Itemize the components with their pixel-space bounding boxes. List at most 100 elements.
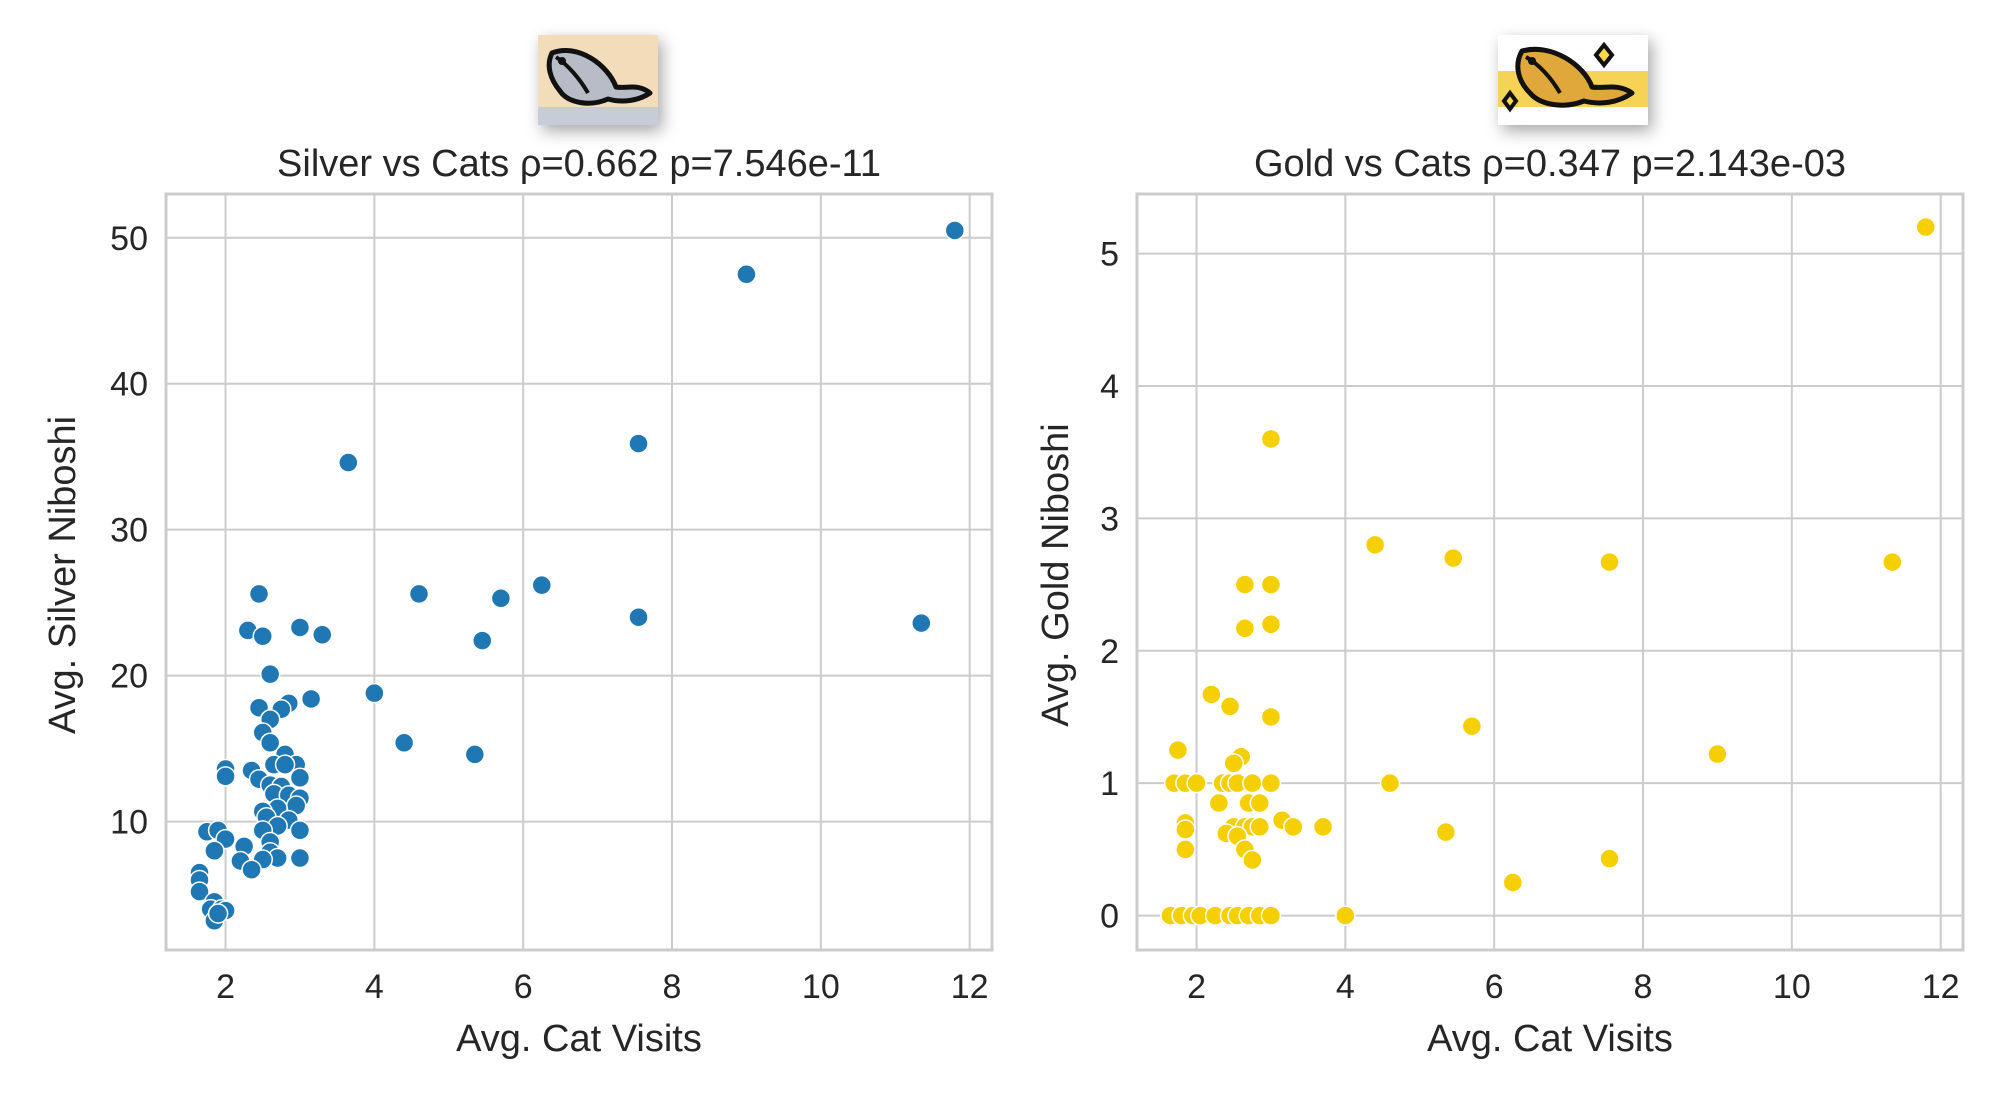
x-tick-label: 6 xyxy=(514,968,533,1006)
y-axis-label: Avg. Gold Niboshi xyxy=(1035,423,1077,726)
x-axis-label: Avg. Cat Visits xyxy=(1427,1018,1673,1060)
data-point xyxy=(1260,706,1282,728)
data-point xyxy=(531,574,553,596)
data-point xyxy=(628,433,649,454)
data-point xyxy=(252,625,273,647)
chart-title: Silver vs Cats ρ=0.662 p=7.546e-11 xyxy=(277,143,881,185)
y-tick-label: 3 xyxy=(1100,500,1119,538)
data-point xyxy=(1234,618,1256,639)
data-point xyxy=(312,624,333,646)
data-point xyxy=(1599,848,1620,869)
data-point xyxy=(1260,905,1282,926)
data-point xyxy=(1260,772,1282,794)
data-point xyxy=(248,583,270,605)
x-tick-label: 10 xyxy=(802,968,840,1006)
x-tick-label: 4 xyxy=(365,968,384,1006)
y-tick-label: 10 xyxy=(110,804,148,842)
y-tick-label: 2 xyxy=(1100,633,1119,671)
data-point xyxy=(1312,816,1334,838)
data-point xyxy=(1379,772,1401,794)
data-point xyxy=(1186,772,1207,794)
data-point xyxy=(259,663,281,685)
y-tick-label: 30 xyxy=(110,512,148,550)
data-point xyxy=(1201,684,1222,705)
y-tick-label: 1 xyxy=(1100,765,1119,803)
x-tick-label: 8 xyxy=(1634,968,1653,1006)
data-point xyxy=(215,766,236,787)
chart-title: Gold vs Cats ρ=0.347 p=2.143e-03 xyxy=(1254,143,1846,185)
data-point xyxy=(1208,792,1230,814)
data-point xyxy=(1443,547,1464,569)
plot-area: 2 4 6 8 10 12 10 20 30 40 50 xyxy=(110,192,994,1006)
data-point xyxy=(1882,551,1903,573)
data-point xyxy=(1234,574,1256,595)
x-axis-label: Avg. Cat Visits xyxy=(456,1018,702,1060)
data-point xyxy=(289,767,311,789)
data-point xyxy=(1260,574,1282,595)
x-tick-label: 4 xyxy=(1336,968,1355,1006)
data-point xyxy=(1364,534,1386,556)
y-tick-label: 0 xyxy=(1100,898,1119,936)
data-point xyxy=(736,264,757,285)
data-point xyxy=(408,583,430,605)
data-point xyxy=(1175,819,1196,840)
data-point xyxy=(490,588,512,609)
y-tick-label: 4 xyxy=(1100,368,1119,406)
plot-frame xyxy=(164,192,994,952)
x-tick-label: 2 xyxy=(1187,968,1206,1006)
data-point xyxy=(1242,772,1263,794)
y-tick-label: 5 xyxy=(1100,236,1119,274)
data-point xyxy=(1219,696,1241,717)
data-point xyxy=(464,744,486,765)
data-point xyxy=(1502,872,1524,893)
data-point xyxy=(393,732,415,754)
data-point xyxy=(1335,905,1356,926)
data-point xyxy=(289,847,311,869)
data-point xyxy=(1260,428,1282,450)
data-point xyxy=(1175,839,1196,860)
y-tick-label: 20 xyxy=(110,658,148,696)
data-point xyxy=(1461,715,1483,737)
y-tick-label: 50 xyxy=(110,220,148,258)
data-point xyxy=(1915,216,1937,238)
data-point xyxy=(204,840,225,862)
data-point xyxy=(472,630,493,651)
y-tick-label: 40 xyxy=(110,366,148,404)
x-tick-label: 6 xyxy=(1485,968,1504,1006)
data-point xyxy=(1707,743,1728,765)
data-point xyxy=(364,682,385,704)
x-tick-label: 2 xyxy=(216,968,235,1006)
data-point xyxy=(259,732,281,754)
data-point xyxy=(338,452,359,473)
data-point xyxy=(1599,551,1620,573)
data-point xyxy=(241,859,262,880)
x-tick-label: 12 xyxy=(1922,968,1960,1006)
data-point xyxy=(1242,849,1263,871)
data-point xyxy=(1249,792,1271,814)
data-point xyxy=(1435,821,1457,843)
data-point xyxy=(207,903,229,924)
data-point xyxy=(1283,816,1304,838)
x-tick-label: 10 xyxy=(1773,968,1811,1006)
x-tick-label: 12 xyxy=(951,968,989,1006)
data-point xyxy=(1260,614,1282,635)
data-point xyxy=(189,881,210,902)
data-point xyxy=(628,606,649,628)
plot-frame xyxy=(1135,192,1965,952)
data-point xyxy=(1167,739,1189,761)
data-point xyxy=(1223,753,1244,774)
data-point xyxy=(1249,816,1271,838)
data-point xyxy=(300,688,322,710)
silver-fish-icon xyxy=(538,35,658,125)
right-panel: Gold vs Cats ρ=0.347 p=2.143e-03 2 4 6 8 10 1… xyxy=(1035,143,1965,1060)
data-point xyxy=(289,820,311,841)
data-point xyxy=(289,617,311,638)
left-panel: Silver vs Cats ρ=0.662 p=7.546e-11 2 4 6 8 1… xyxy=(42,143,994,1060)
y-axis-label: Avg. Silver Niboshi xyxy=(42,416,84,734)
data-point xyxy=(274,754,296,775)
gold-fish-icon xyxy=(1498,35,1648,125)
x-tick-label: 8 xyxy=(663,968,682,1006)
